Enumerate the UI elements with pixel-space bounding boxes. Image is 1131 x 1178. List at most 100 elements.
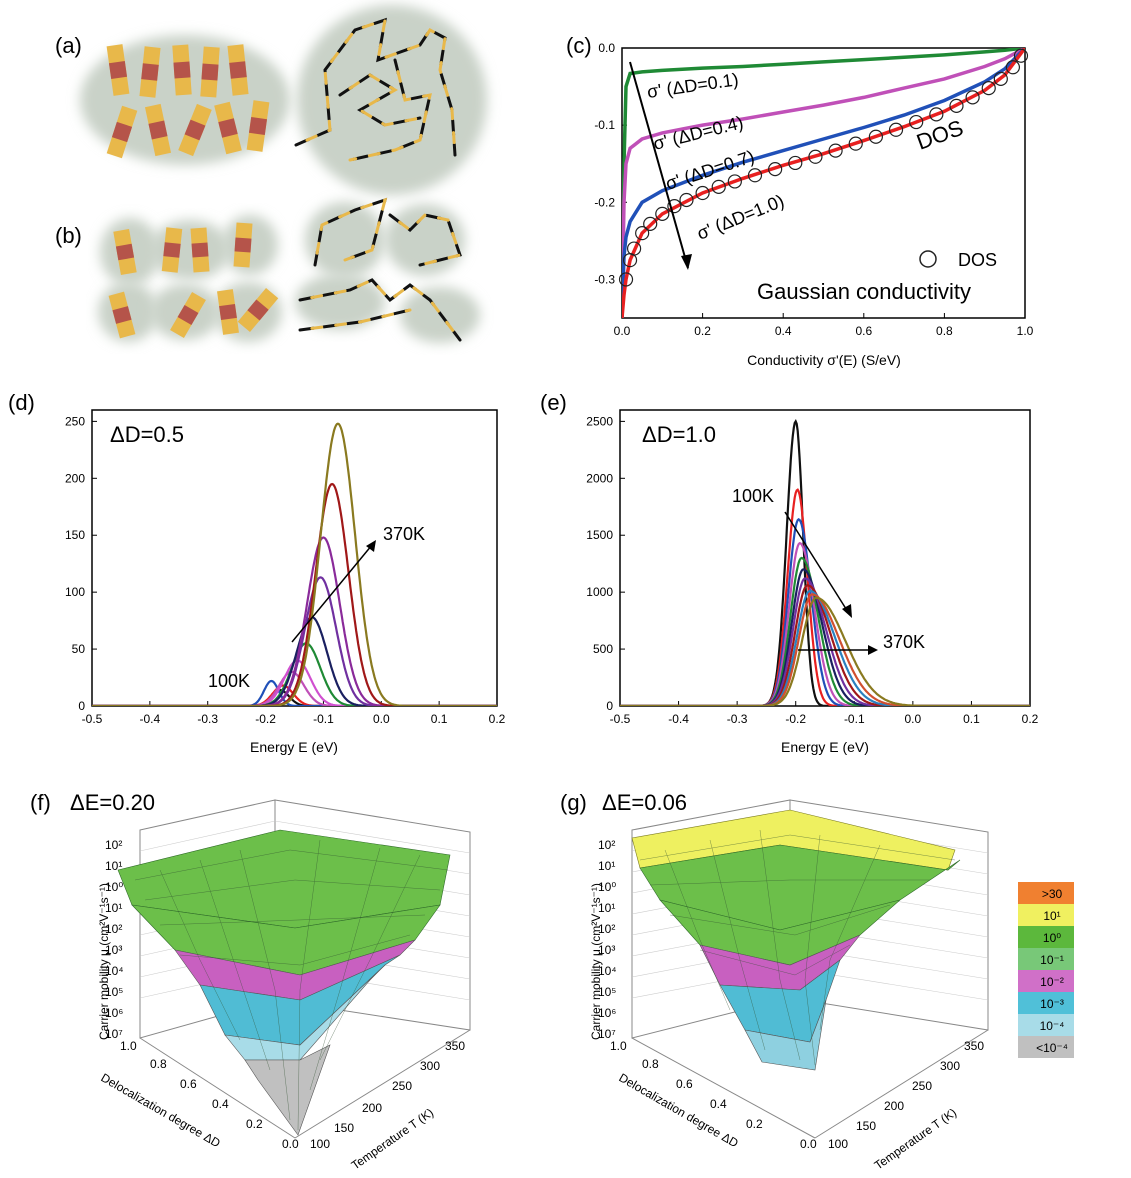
tick-label: 0.2 (746, 1117, 763, 1131)
panel-label-g: (g) (560, 790, 587, 815)
y-tick-label: 0 (606, 699, 613, 713)
x-tick-label: 0.0 (614, 324, 631, 338)
y-tick-label: -0.2 (594, 195, 615, 209)
annotation: σ' (ΔD=0.1) (646, 69, 740, 102)
chart-title: ΔE=0.20 (70, 790, 155, 815)
x-axis-label: Energy E (eV) (781, 739, 869, 755)
x-tick-label: -0.3 (727, 712, 748, 726)
panel-e: (e) -0.5 -0.4 -0.3 -0.2 -0.1 0.0 0.1 0.20500100… (540, 390, 1039, 755)
tick-label: 1.0 (610, 1039, 627, 1053)
tick-label: 100 (310, 1137, 330, 1151)
chart-title: ΔE=0.06 (602, 790, 687, 815)
x-tick-label: 1.0 (1017, 324, 1034, 338)
tick-label: 150 (856, 1119, 876, 1133)
colorbar-label: 10⁻¹ (1040, 953, 1064, 967)
tick-label: 10¹ (105, 901, 122, 915)
legend-label: Gaussian conductivity (757, 279, 971, 304)
tick-label: 250 (392, 1079, 412, 1093)
x-tick-label: 0.0 (905, 712, 922, 726)
x-tick-label: 0.4 (775, 324, 792, 338)
legend-label: DOS (958, 250, 997, 270)
colorbar-label: 10⁻⁴ (1040, 1019, 1065, 1033)
tick-label: 10¹ (598, 901, 615, 915)
chart-title: ΔD=1.0 (642, 422, 716, 447)
blob (295, 274, 385, 330)
x-tick-label: 0.2 (1022, 712, 1039, 726)
tick-label: 10⁵ (105, 985, 123, 999)
x-tick-label: -0.2 (785, 712, 806, 726)
x-tick-label: 0.2 (489, 712, 506, 726)
tick-label: 0.4 (212, 1097, 229, 1111)
tick-label: 10³ (598, 943, 615, 957)
y-tick-label: 150 (65, 528, 85, 542)
tick-label: 10¹ (105, 859, 122, 873)
panel-c: (c) 0.0 0.2 0.4 0.6 0.8 1.0 0.0 -0.1 -0.2 -0.3 σ'… (566, 33, 1034, 368)
panel-label-d: (d) (8, 390, 35, 415)
tick-label: 10⁶ (598, 1006, 616, 1020)
tick-label: 10² (105, 838, 122, 852)
tick-label: 0.2 (246, 1117, 263, 1131)
tick-label: 10² (598, 922, 615, 936)
colorbar-label: >30 (1042, 887, 1063, 901)
y-tick-label: 2000 (586, 471, 613, 485)
panel-label-e: (e) (540, 390, 567, 415)
x-tick-label: -0.5 (82, 712, 103, 726)
x-tick-label: -0.1 (844, 712, 865, 726)
tick-label: 250 (912, 1079, 932, 1093)
tick-label: 200 (362, 1101, 382, 1115)
series-group (620, 421, 1030, 706)
colorbar-label: 10⁻² (1040, 975, 1064, 989)
tick-label: 10⁶ (105, 1006, 123, 1020)
x-tick-label: 0.2 (694, 324, 711, 338)
panel-b: (b) (55, 200, 480, 343)
x-tick-label: 0.8 (936, 324, 953, 338)
distribution-curve (92, 577, 497, 706)
y-tick-label: 500 (593, 642, 613, 656)
x-tick-label: -0.2 (255, 712, 276, 726)
tick-label: 150 (334, 1121, 354, 1135)
y-axis-label: Temperature T (K) (349, 1105, 436, 1172)
tick-label: 350 (445, 1039, 465, 1053)
tick-label: 10⁰ (598, 880, 616, 894)
tick-group: -0.5 -0.4 -0.3 -0.2 -0.1 0.0 0.1 0.205010015020… (65, 414, 506, 726)
series-group (92, 424, 497, 706)
colorbar-label: <10⁻⁴ (1036, 1041, 1068, 1055)
y-tick-label: 200 (65, 471, 85, 485)
tick-label: 0.8 (150, 1057, 167, 1071)
colorbar-label: 10¹ (1043, 909, 1060, 923)
tick-label: 0.4 (710, 1097, 727, 1111)
annotation: σ' (ΔD=0.4) (651, 112, 745, 154)
x-tick-label: 0.6 (855, 324, 872, 338)
x-axis-label: Delocalization degree ΔD (99, 1070, 224, 1150)
distribution-curve (620, 421, 1030, 706)
x-axis-label: Conductivity σ'(E) (S/eV) (747, 352, 901, 368)
x-tick-label: -0.5 (610, 712, 631, 726)
tick-label: 10² (105, 922, 122, 936)
x-tick-label: -0.4 (668, 712, 689, 726)
legend-marker (920, 251, 936, 267)
x-tick-label: -0.4 (140, 712, 161, 726)
x-tick-label: 0.1 (963, 712, 980, 726)
annotation: 370K (383, 524, 425, 544)
tick-label: 100 (828, 1137, 848, 1151)
tick-label: 0.0 (800, 1137, 817, 1151)
tick-label: 0.8 (642, 1057, 659, 1071)
y-tick-label: 2500 (586, 414, 613, 428)
plot-frame (620, 410, 1030, 706)
colorbar-label: 10⁻³ (1040, 997, 1064, 1011)
distribution-curve (92, 538, 497, 707)
panel-label-b: (b) (55, 223, 82, 248)
tick-label: 10⁰ (105, 880, 123, 894)
y-tick-label: 100 (65, 585, 85, 599)
annotation: 100K (208, 671, 250, 691)
annotation: σ' (ΔD=0.7) (663, 146, 757, 193)
panel-label-c: (c) (566, 33, 592, 58)
x-tick-label: 0.1 (431, 712, 448, 726)
y-tick-label: 250 (65, 414, 85, 428)
x-tick-label: -0.3 (197, 712, 218, 726)
blob (297, 5, 487, 195)
tick-label: 0.6 (180, 1077, 197, 1091)
annotation: 370K (883, 632, 925, 652)
y-tick-label: 1500 (586, 528, 613, 542)
